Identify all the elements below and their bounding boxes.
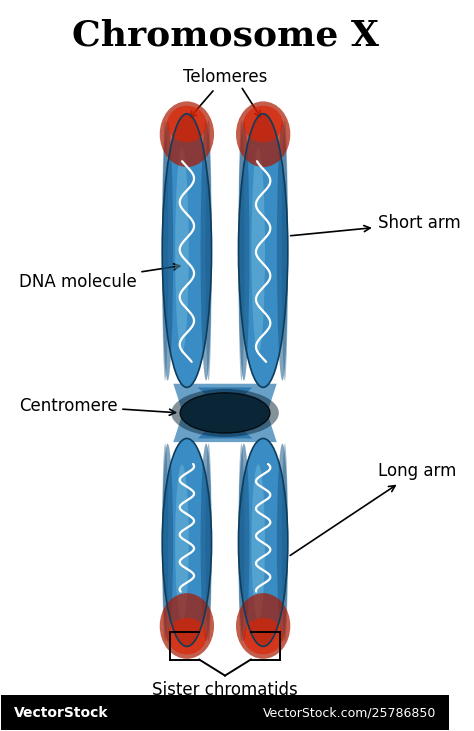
Text: DNA molecule: DNA molecule — [18, 264, 180, 291]
Ellipse shape — [201, 121, 212, 381]
Ellipse shape — [162, 439, 211, 646]
Ellipse shape — [162, 114, 211, 387]
Ellipse shape — [238, 114, 288, 387]
Ellipse shape — [238, 444, 249, 641]
Ellipse shape — [160, 593, 214, 659]
Text: Centromere: Centromere — [18, 397, 175, 415]
Polygon shape — [173, 384, 277, 442]
Ellipse shape — [238, 121, 249, 381]
Ellipse shape — [238, 121, 245, 381]
Ellipse shape — [238, 444, 245, 641]
Ellipse shape — [277, 121, 288, 381]
Text: Sister chromatids: Sister chromatids — [152, 681, 298, 700]
Ellipse shape — [244, 618, 283, 654]
Text: Short arm: Short arm — [291, 214, 460, 235]
Ellipse shape — [180, 393, 270, 433]
Ellipse shape — [175, 148, 189, 353]
Text: VectorStock: VectorStock — [14, 706, 109, 720]
Text: VectorStock.com/25786850: VectorStock.com/25786850 — [263, 706, 436, 719]
Ellipse shape — [236, 593, 290, 659]
Ellipse shape — [160, 102, 214, 167]
Text: Long arm: Long arm — [290, 462, 456, 556]
Ellipse shape — [206, 121, 212, 381]
Ellipse shape — [162, 121, 173, 381]
Text: Telomeres: Telomeres — [183, 68, 267, 118]
Ellipse shape — [277, 444, 288, 641]
Ellipse shape — [238, 439, 288, 646]
Ellipse shape — [282, 444, 288, 641]
Ellipse shape — [162, 121, 168, 381]
Ellipse shape — [162, 444, 173, 641]
Ellipse shape — [236, 102, 290, 167]
Ellipse shape — [175, 464, 189, 621]
Ellipse shape — [162, 444, 168, 641]
Ellipse shape — [251, 148, 265, 353]
Bar — [0, 695, 449, 730]
Polygon shape — [198, 387, 252, 413]
Polygon shape — [198, 413, 252, 439]
Ellipse shape — [167, 106, 207, 143]
Ellipse shape — [171, 389, 279, 437]
Ellipse shape — [206, 444, 212, 641]
Ellipse shape — [282, 121, 288, 381]
Ellipse shape — [251, 464, 265, 621]
Text: Chromosome X: Chromosome X — [72, 19, 379, 53]
Ellipse shape — [167, 618, 207, 654]
Ellipse shape — [201, 444, 212, 641]
Ellipse shape — [244, 106, 283, 143]
